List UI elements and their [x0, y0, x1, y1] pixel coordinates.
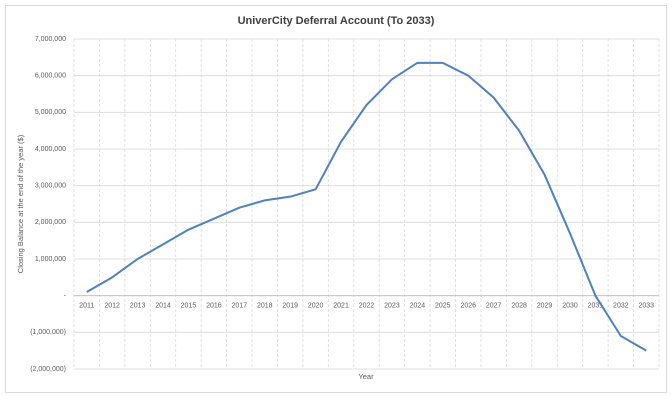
- x-tick-label: 2016: [206, 303, 222, 310]
- y-tick-label: 3,000,000: [35, 183, 66, 190]
- y-tick-label: (2,000,000): [30, 366, 66, 373]
- x-tick-label: 2020: [308, 303, 324, 310]
- line-series: [86, 61, 647, 352]
- x-tick-label: 2033: [638, 303, 654, 310]
- x-tick-label: 2024: [410, 303, 426, 310]
- x-tick-label: 2032: [613, 303, 629, 310]
- x-tick-label: 2021: [333, 303, 349, 310]
- y-axis-title: Closing Balance at the end of the year (…: [16, 134, 25, 273]
- x-tick-label: 2017: [232, 303, 248, 310]
- x-tick-label: 2031: [588, 303, 604, 310]
- x-tick-label: 2023: [384, 303, 400, 310]
- y-tick-label: 1,000,000: [35, 256, 66, 263]
- x-tick-label: 2026: [460, 303, 476, 310]
- x-tick-label: 2027: [486, 303, 502, 310]
- chart-title: UniverCity Deferral Account (To 2033): [238, 15, 435, 27]
- x-tick-label: 2030: [562, 303, 578, 310]
- x-tick-label: 2022: [359, 303, 375, 310]
- x-tick-label: 2015: [181, 303, 197, 310]
- y-tick-label: 2,000,000: [35, 219, 66, 226]
- x-tick-label: 2011: [79, 303, 94, 310]
- x-tick-label: 2019: [282, 303, 298, 310]
- x-tick-label: 2025: [435, 303, 451, 310]
- x-tick-label: 2012: [104, 303, 120, 310]
- x-tick-label: 2029: [537, 303, 553, 310]
- y-tick-label: 7,000,000: [35, 36, 66, 43]
- y-tick-label: 4,000,000: [35, 146, 66, 153]
- y-tick-label: 6,000,000: [35, 73, 66, 80]
- x-tick-label: 2013: [130, 303, 146, 310]
- x-tick-label: 2018: [257, 303, 273, 310]
- chart-border: [5, 5, 667, 393]
- x-tick-label: 2028: [511, 303, 527, 310]
- x-tick-label: 2014: [155, 303, 171, 310]
- x-axis-title: Year: [358, 372, 374, 381]
- y-tick-label: -: [64, 293, 67, 300]
- y-tick-label: (1,000,000): [30, 329, 66, 336]
- y-tick-label: 5,000,000: [35, 109, 66, 116]
